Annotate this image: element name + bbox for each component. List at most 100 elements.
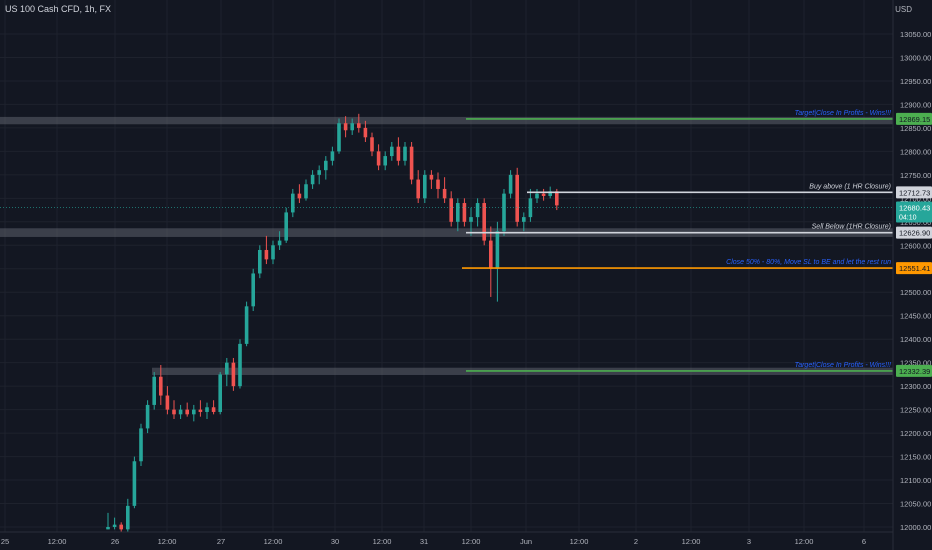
candle-body [106,527,110,530]
candle-body [159,376,163,396]
candle-body [555,191,559,206]
candle-body [304,184,308,199]
candle-body [508,174,513,194]
candle-body [442,188,447,199]
level-price-badge [896,186,932,199]
candle-body [139,428,143,462]
time-tick-label: 30 [331,537,339,546]
time-tick-label: 12:00 [158,537,177,546]
price-tick-label: 12300.00 [900,382,931,391]
candle-body [211,407,216,412]
level-annotation: Sell Below (1HR Closure) [812,224,891,231]
level-price-label: 12551.41 [899,264,930,273]
candle-body [376,151,381,166]
price-tick-label: 13050.00 [900,30,931,39]
level-annotation: Buy above (1 HR Closure) [809,183,891,190]
candle-body [429,174,434,180]
price-tick-label: 13000.00 [900,53,931,62]
level-price-label: 12869.15 [899,115,930,124]
price-tick-label: 12950.00 [900,77,931,86]
level-price-badge [896,112,932,125]
candle-body [284,212,288,241]
candle-body [218,374,222,412]
candle-body [330,151,335,161]
candle-body [370,137,374,152]
price-tick-label: 12150.00 [900,453,931,462]
time-tick-label: 12:00 [570,537,589,546]
candle-body [383,156,387,166]
candle-body [482,203,486,241]
time-tick-label: 12:00 [462,537,481,546]
candle-body [423,174,427,199]
candle-body [357,123,361,128]
candle-body [462,203,467,222]
price-axis[interactable]: 12000.00 12050.00 12100.00 12150.00 12200.00… [892,0,932,550]
time-tick-label: 12:00 [373,537,392,546]
price-tick-label: 12600.00 [900,241,931,250]
level-price-label: 12626.90 [899,229,930,238]
level-price-badge [896,364,932,377]
time-tick-label: 2 [634,537,638,546]
candle-body [409,146,414,180]
price-tick-label: 12900.00 [900,100,931,109]
time-tick-label: 12:00 [795,537,814,546]
currency-label: USD [895,5,912,14]
price-tick-label: 12750.00 [900,171,931,180]
candle-body [152,376,156,405]
candle-body [436,179,440,189]
price-tick-label: 12400.00 [900,335,931,344]
candlestick-series [106,113,559,532]
price-tick-label: 12700.00 [900,194,931,203]
candle-body [343,123,348,131]
candle-body [502,193,506,232]
time-tick-label: 12:00 [48,537,67,546]
time-axis[interactable]: 25 12:00 26 12:00 27 12:00 30 12:00 31 12:00 Jun 12… [0,531,893,546]
price-tick-label: 12100.00 [900,476,931,485]
candle-body [469,217,473,222]
countdown-label: 04:10 [899,215,917,222]
candle-body [132,461,137,506]
price-tick-label: 12800.00 [900,147,931,156]
candle-body [310,174,315,185]
candle-body [297,193,302,199]
price-tick-label: 12500.00 [900,288,931,297]
level-price-badge [896,262,932,275]
candle-body [416,179,420,199]
symbol-title[interactable]: US 100 Cash CFD, 1h, FX [5,4,112,14]
level-annotation: Target|Close In Profits - Wins!!! [795,362,891,369]
candle-body [495,231,500,269]
time-tick-label: 27 [217,537,225,546]
candle-body [271,245,275,260]
candle-body [198,409,203,412]
level-price-label: 12332.39 [899,367,930,376]
candle-body [541,193,546,196]
candle-body [126,505,130,530]
candle-body [165,395,170,410]
candle-body [244,306,249,344]
candle-body [449,198,453,222]
candle-body [178,409,183,415]
candle-body [390,146,394,157]
supply-demand-zone [0,116,893,125]
level-lines: Target|Close In Profits - Wins!!! Buy abo… [0,110,893,372]
candle-body [192,409,196,415]
time-tick-label: 31 [420,537,428,546]
price-tick-label: 12050.00 [900,500,931,509]
candle-body [112,524,117,527]
candle-body [489,240,493,269]
candle-body [205,407,209,412]
candle-body [317,170,321,175]
current-price-badge [896,201,932,223]
level-price-badge [896,226,932,239]
candle-body [277,240,282,246]
time-tick-label: 12:00 [682,537,701,546]
candle-body [264,249,269,260]
candle-body [548,191,552,196]
candle-body [522,217,526,222]
supply-demand-zone [0,228,893,237]
current-price-label: 12680.43 [899,204,930,213]
candle-body [515,174,519,222]
price-tick-label: 12250.00 [900,406,931,415]
candle-body [238,343,242,387]
